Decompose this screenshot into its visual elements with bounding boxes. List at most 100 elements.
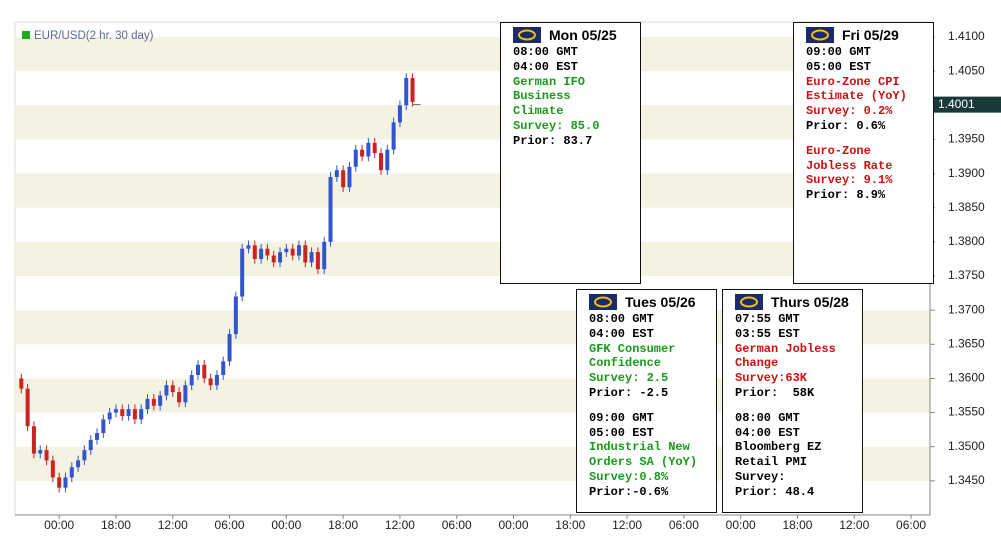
y-tick-label: 1.3500 — [948, 439, 985, 453]
icon-mark — [594, 296, 612, 308]
candle-body — [50, 460, 55, 478]
event-box: Tues 05/26 08:00 GMT 04:00 EST GFK Consumer… — [576, 289, 717, 513]
candle-body — [278, 252, 283, 263]
event-line: Confidence — [589, 356, 662, 371]
x-tick-label: 06:00 — [896, 518, 926, 532]
grid-band — [15, 37, 930, 72]
last-price-box — [933, 96, 1001, 113]
candle-body — [25, 388, 30, 427]
euro-icon — [735, 294, 763, 310]
event-line: Survey:63K — [735, 371, 808, 386]
y-tick-label: 1.3750 — [948, 268, 985, 282]
candle-body — [177, 392, 182, 403]
euro-icon — [589, 294, 617, 310]
candle-body — [353, 149, 358, 167]
candle-body — [183, 385, 188, 403]
candle-body — [303, 245, 308, 263]
event-line: Prior: 83.7 — [513, 133, 593, 148]
event-line: 08:00 GMT — [589, 312, 654, 326]
legend-label: EUR/USD(2 hr. 30 day) — [34, 30, 154, 42]
event-line: Change — [735, 356, 779, 371]
candle-body — [189, 375, 194, 386]
x-tick-label: 06:00 — [669, 518, 699, 532]
event-line: 08:00 GMT — [735, 410, 800, 425]
icon-bg — [513, 27, 541, 43]
candle-body — [271, 255, 276, 263]
candle-body — [322, 241, 327, 270]
event-line: Jobless Rate — [806, 158, 893, 173]
event-line: 08:00 GMT — [513, 45, 578, 59]
event-line: 04:00 EST — [735, 425, 800, 440]
x-tick-label: 18:00 — [101, 518, 131, 532]
event-line: GFK Consumer — [589, 341, 676, 356]
y-tick-label: 1.3650 — [948, 336, 985, 350]
event-line: 09:00 GMT — [589, 410, 654, 425]
candle-body — [208, 378, 213, 386]
event-header: Thurs 05/28 — [735, 294, 862, 310]
event-box: Thurs 05/28 07:55 GMT 03:55 EST German Jobl… — [722, 289, 863, 513]
candle-body — [113, 409, 118, 413]
candle-body — [19, 378, 24, 389]
event-line: Prior:-0.6% — [589, 484, 669, 499]
candle-body — [31, 426, 36, 454]
candle-body — [347, 166, 352, 188]
candle-body — [372, 142, 377, 154]
event-line: Survey: 9.1% — [806, 173, 893, 188]
icon-mark — [518, 29, 536, 41]
candle-body — [404, 77, 409, 106]
candle-body — [164, 385, 169, 396]
candle-body — [290, 248, 295, 256]
candle-body — [221, 361, 226, 376]
candle-body — [233, 296, 238, 335]
event-line: Prior: 0.6% — [806, 118, 886, 133]
candle-body — [410, 77, 415, 102]
x-tick-label: 06:00 — [215, 518, 245, 532]
event-line: Survey: 0.2% — [806, 104, 893, 119]
candle-body — [202, 364, 207, 379]
event-line: Industrial New — [589, 440, 690, 455]
candle-body — [214, 375, 219, 386]
event-line: Prior: -2.5 — [589, 385, 669, 400]
y-tick-label: 1.3850 — [948, 200, 985, 214]
icon-bg — [735, 294, 763, 310]
candle-body — [101, 419, 106, 434]
candle-body — [227, 334, 232, 362]
event-line: 05:00 EST — [589, 425, 654, 440]
x-tick-label: 00:00 — [499, 518, 529, 532]
candle-body — [196, 364, 200, 376]
candle-body — [246, 245, 251, 249]
event-header: Mon 05/25 — [513, 27, 640, 43]
event-header: Tues 05/26 — [589, 294, 716, 310]
x-tick-label: 18:00 — [555, 518, 585, 532]
x-tick-label: 00:00 — [44, 518, 74, 532]
event-line: Survey: 2.5 — [589, 371, 669, 386]
event-line: Survey: 85.0 — [513, 118, 600, 133]
y-tick-label: 1.4050 — [948, 63, 985, 77]
event-line: Business — [513, 89, 571, 104]
candle-body — [145, 398, 150, 410]
x-tick-label: 12:00 — [385, 518, 415, 532]
event-line: Euro-Zone CPI — [806, 74, 900, 89]
event-line: 04:00 EST — [513, 59, 578, 74]
y-tick-label: 1.3900 — [948, 166, 985, 180]
event-line: Bloomberg EZ — [735, 440, 822, 455]
x-tick-label: 18:00 — [328, 518, 358, 532]
candle-body — [284, 248, 289, 253]
candle-body — [397, 105, 402, 123]
euro-icon — [513, 27, 541, 43]
y-tick-label: 1.3600 — [948, 371, 985, 385]
candle-body — [385, 149, 390, 171]
y-tick-label: 1.3700 — [948, 302, 985, 316]
candle-body — [265, 248, 270, 256]
candle-body — [132, 409, 137, 420]
x-tick-label: 00:00 — [726, 518, 756, 532]
candle-body — [259, 248, 264, 259]
y-tick-label: 1.3950 — [948, 132, 985, 146]
candle-body — [360, 149, 365, 157]
icon-mark — [740, 296, 758, 308]
candle-body — [334, 170, 339, 178]
y-tick-label: 1.3800 — [948, 234, 985, 248]
event-date: Fri 05/29 — [842, 27, 899, 43]
event-line: Euro-Zone — [806, 143, 871, 158]
